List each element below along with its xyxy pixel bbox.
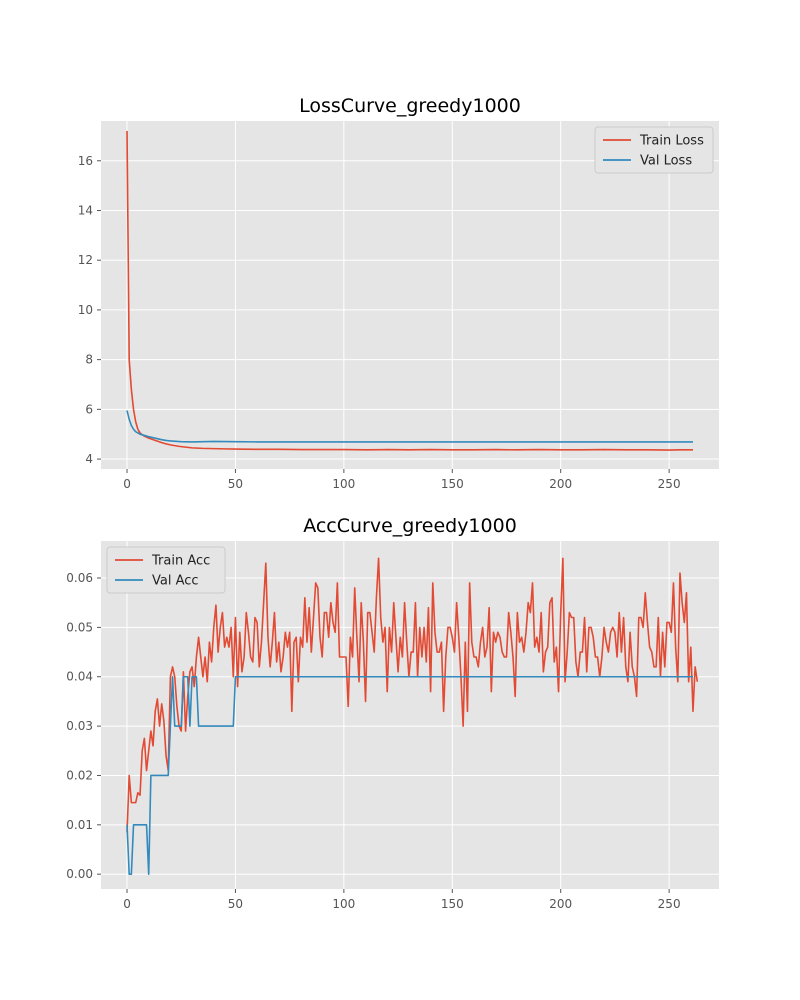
acc-ytick-label: 0.02 bbox=[66, 768, 93, 782]
loss-xtick-label: 150 bbox=[441, 477, 464, 491]
loss-legend-box bbox=[594, 126, 714, 174]
loss-xtick-label: 50 bbox=[228, 477, 243, 491]
acc-legend-box bbox=[106, 546, 226, 594]
acc-ytick-label: 0.01 bbox=[66, 818, 93, 832]
loss-xtick-label: 0 bbox=[123, 477, 131, 491]
loss-ytick-label: 14 bbox=[78, 203, 93, 217]
acc-chart-title: AccCurve_greedy1000 bbox=[303, 515, 517, 537]
acc-legend-label: Train Acc bbox=[151, 554, 210, 569]
loss-ytick-label: 8 bbox=[85, 353, 93, 367]
loss-legend-label: Train Loss bbox=[639, 134, 704, 149]
loss-ytick-label: 16 bbox=[78, 154, 93, 168]
acc-xtick-label: 50 bbox=[228, 897, 243, 911]
acc-ytick-label: 0.00 bbox=[66, 867, 93, 881]
acc-legend-label: Val Acc bbox=[152, 574, 199, 589]
acc-legend: Train Acc Val Acc bbox=[106, 546, 226, 594]
loss-plot-area bbox=[101, 121, 719, 469]
acc-chart: 0 50 100 150 200 250 0.00 0.01 0.02 0.03 0.04 0.05 0… bbox=[66, 515, 719, 911]
acc-ytick-label: 0.03 bbox=[66, 719, 93, 733]
loss-xtick-label: 200 bbox=[549, 477, 572, 491]
loss-legend: Train Loss Val Loss bbox=[594, 126, 714, 174]
acc-xtick-label: 150 bbox=[441, 897, 464, 911]
loss-chart: 0 50 100 150 200 250 4 6 8 10 12 14 16 LossCurve_gre… bbox=[78, 95, 719, 491]
loss-chart-title: LossCurve_greedy1000 bbox=[299, 95, 521, 117]
acc-series-line-train-acc bbox=[126, 557, 699, 833]
acc-ytick-label: 0.05 bbox=[66, 620, 93, 634]
acc-xtick-label: 100 bbox=[332, 897, 355, 911]
loss-legend-label: Val Loss bbox=[640, 154, 692, 169]
loss-ytick-label: 10 bbox=[78, 303, 93, 317]
acc-ticks: 0 50 100 150 200 250 0.00 0.01 0.02 0.03 0.04 0.05 0… bbox=[66, 571, 680, 911]
loss-ytick-label: 6 bbox=[85, 402, 93, 416]
acc-xtick-label: 250 bbox=[658, 897, 681, 911]
acc-series bbox=[126, 557, 699, 875]
loss-xtick-label: 100 bbox=[332, 477, 355, 491]
acc-ytick-label: 0.04 bbox=[66, 670, 93, 684]
acc-ytick-label: 0.06 bbox=[66, 571, 93, 585]
loss-series-line-val-loss bbox=[126, 410, 693, 443]
loss-series bbox=[126, 130, 693, 451]
loss-ytick-label: 12 bbox=[78, 253, 93, 267]
acc-xtick-label: 0 bbox=[123, 897, 131, 911]
loss-ticks: 0 50 100 150 200 250 4 6 8 10 12 14 16 bbox=[78, 154, 681, 491]
acc-series-line-val-acc bbox=[126, 675, 693, 875]
loss-ytick-label: 4 bbox=[85, 452, 93, 466]
acc-gridlines bbox=[101, 541, 719, 889]
loss-gridlines bbox=[101, 121, 719, 469]
acc-plot-area bbox=[101, 541, 719, 889]
loss-xtick-label: 250 bbox=[658, 477, 681, 491]
acc-xtick-label: 200 bbox=[549, 897, 572, 911]
